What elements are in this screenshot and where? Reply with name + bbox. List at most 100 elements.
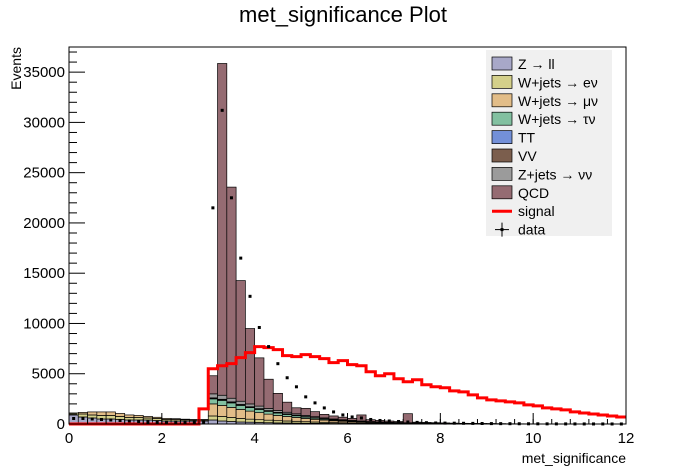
- legend-label: data: [518, 222, 545, 238]
- bar-2-26: [310, 418, 321, 423]
- legend-swatch: [491, 75, 513, 89]
- y-tick-label-7: 35000: [23, 64, 65, 81]
- data-point-4: [109, 418, 113, 422]
- data-point-9: [155, 420, 159, 424]
- bar-7-25: [300, 407, 311, 416]
- x-axis: 0 2 4 6 8 10 12: [65, 413, 635, 447]
- bar-3-18: [235, 405, 246, 410]
- bar-3-22: [272, 412, 283, 416]
- data-point-38: [424, 421, 428, 425]
- data-point-15: [211, 206, 215, 210]
- y-axis-title: Events: [8, 47, 24, 90]
- data-point-1: [81, 416, 85, 420]
- bar-2-21: [263, 413, 274, 421]
- data-point-21: [267, 345, 271, 349]
- legend-entry-6: Z+jets → νν: [491, 166, 592, 182]
- data-point-28: [332, 410, 336, 414]
- bar-2-4: [105, 411, 116, 416]
- legend-label: VV: [518, 148, 537, 164]
- data-point-19: [248, 294, 252, 298]
- bar-7-28: [328, 415, 339, 420]
- data-point-10: [164, 420, 168, 424]
- bar-6-18: [235, 400, 246, 405]
- data-point-22: [276, 362, 280, 366]
- legend-entry-0: Z → ll: [491, 56, 555, 72]
- y-tick-label-3: 15000: [23, 265, 65, 282]
- data-point-32: [369, 417, 373, 421]
- bar-7-21: [263, 378, 274, 409]
- legend-entry-2: W+jets → μν: [491, 93, 598, 109]
- bar-2-16: [217, 405, 228, 417]
- bar-2-17: [226, 407, 237, 418]
- legend-entry-9: data: [495, 222, 545, 238]
- bar-7-22: [272, 393, 283, 411]
- data-point-13: [192, 420, 196, 424]
- legend-swatch: [491, 111, 513, 126]
- bar-1-4: [105, 415, 116, 420]
- bar-2-1: [77, 412, 88, 415]
- data-point-29: [341, 413, 345, 417]
- data-point-43: [471, 421, 475, 425]
- y-tick-label-0: 0: [57, 416, 65, 433]
- bar-3-20: [254, 409, 265, 413]
- legend-entry-5: VV: [491, 148, 537, 164]
- chart-title: met_significance Plot: [239, 2, 447, 27]
- legend-label: Z+jets → νν: [518, 166, 592, 182]
- bar-0-15: [207, 419, 218, 425]
- bar-7-20: [254, 357, 265, 407]
- data-point-14: [202, 420, 206, 424]
- bar-3-21: [263, 410, 274, 415]
- data-point-35: [397, 419, 401, 423]
- data-point-5: [118, 418, 122, 422]
- data-point-8: [146, 420, 150, 424]
- signal-histogram: [69, 345, 626, 426]
- bar-2-12: [180, 418, 191, 421]
- bar-7-18: [235, 280, 246, 402]
- data-point-0: [72, 416, 76, 420]
- bar-2-23: [282, 416, 293, 422]
- legend-entry-4: TT: [491, 130, 536, 146]
- data-point-26: [313, 401, 317, 405]
- data-point-40: [443, 421, 447, 425]
- data-point-12: [183, 420, 187, 424]
- bar-7-23: [282, 401, 293, 413]
- legend-label: signal: [518, 203, 555, 219]
- x-tick-label-3: 6: [343, 430, 351, 447]
- x-tick-label-6: 12: [618, 430, 635, 447]
- y-tick-label-1: 5000: [32, 366, 65, 383]
- bar-7-27: [319, 414, 330, 419]
- bar-1-15: [207, 415, 218, 421]
- data-point-11: [174, 420, 178, 424]
- bar-2-2: [87, 411, 98, 416]
- bar-2-8: [142, 416, 153, 419]
- y-tick-label-2: 10000: [23, 315, 65, 332]
- bar-2-10: [161, 418, 172, 420]
- y-tick-label-4: 20000: [23, 215, 65, 232]
- bar-7-30: [347, 418, 358, 421]
- x-axis-title: met_significance: [522, 450, 626, 466]
- series-7: [207, 63, 627, 425]
- data-point-41: [452, 421, 456, 425]
- x-tick-label-4: 8: [436, 430, 444, 447]
- bar-1-19: [245, 418, 256, 423]
- bar-7-26: [310, 411, 321, 418]
- y-tick-label-6: 30000: [23, 114, 65, 131]
- data-point-33: [378, 418, 382, 422]
- bar-1-1: [77, 413, 88, 418]
- bar-2-9: [152, 416, 163, 419]
- bar-6-19: [245, 403, 256, 408]
- x-tick-label-0: 0: [65, 430, 73, 447]
- bar-6-17: [226, 397, 237, 403]
- data-point-17: [229, 196, 233, 200]
- bar-1-21: [263, 419, 274, 424]
- bar-2-7: [133, 415, 144, 418]
- bar-1-16: [217, 416, 228, 422]
- legend-label: W+jets → eν: [518, 74, 598, 90]
- data-point-30: [350, 415, 354, 419]
- bar-7-24: [291, 407, 302, 415]
- bar-6-20: [254, 405, 265, 409]
- bar-1-17: [226, 417, 237, 422]
- legend-entry-7: QCD: [491, 185, 549, 201]
- x-tick-label-5: 10: [525, 430, 542, 447]
- bar-3-17: [226, 402, 237, 408]
